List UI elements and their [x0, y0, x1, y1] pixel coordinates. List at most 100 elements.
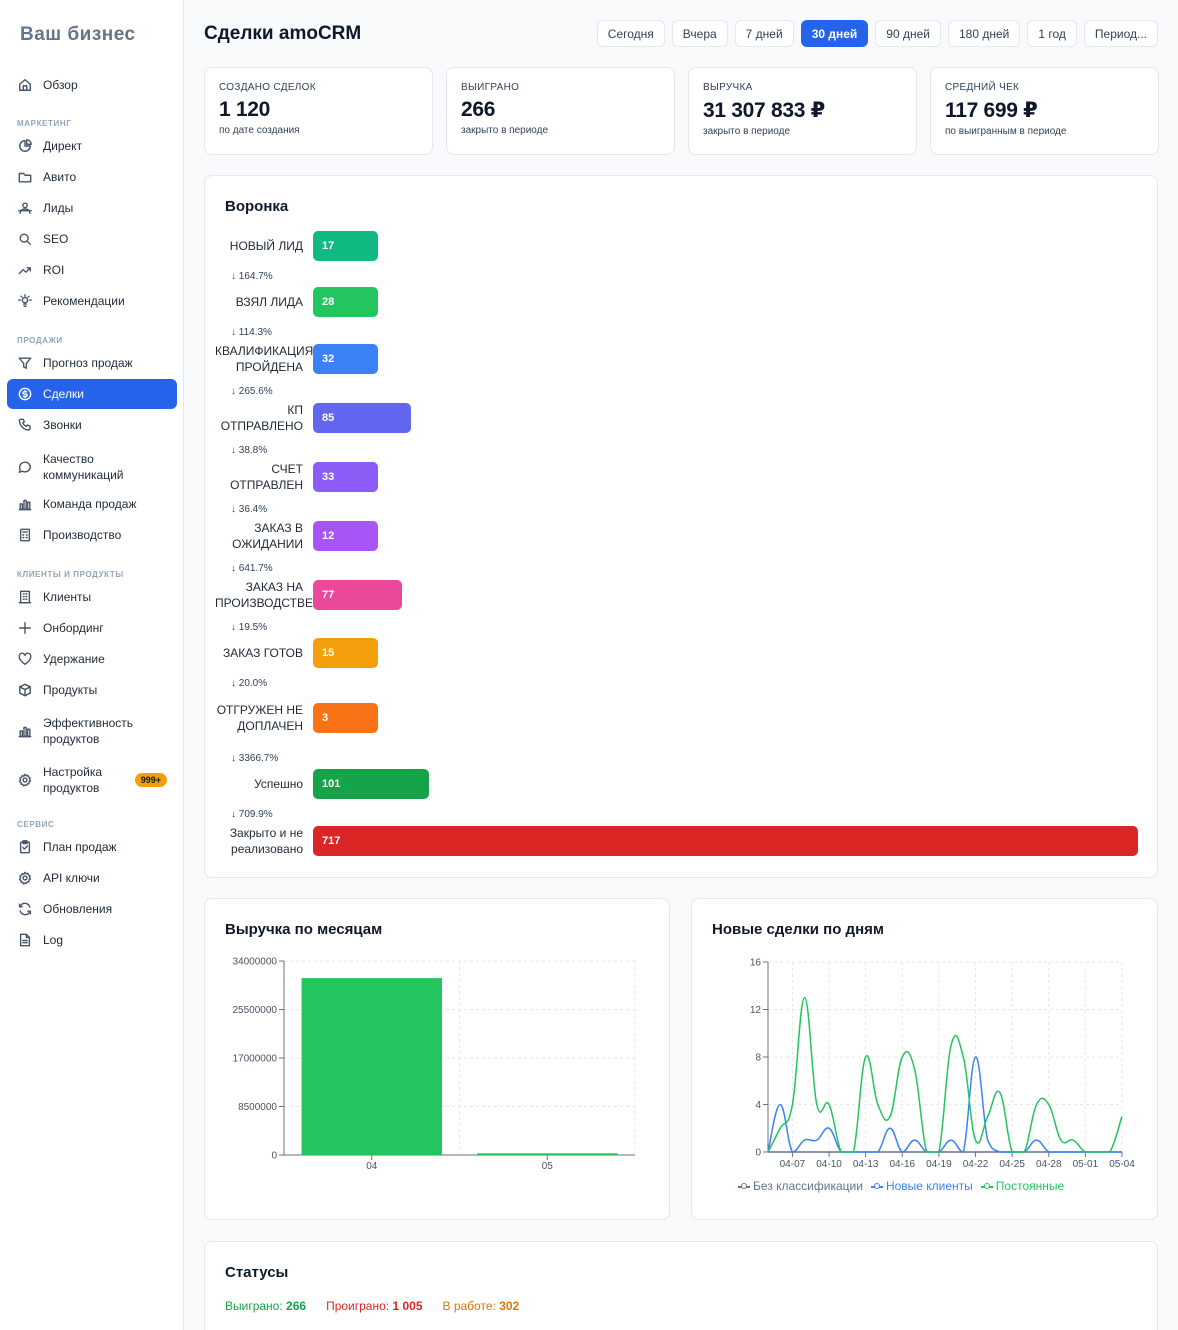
- kpi-value: 1 120: [219, 98, 271, 121]
- sidebar-item[interactable]: Директ: [7, 131, 177, 161]
- funnel-bar[interactable]: 33: [313, 462, 378, 492]
- sidebar-item[interactable]: Онбординг: [7, 613, 177, 643]
- sidebar-item[interactable]: SEO: [7, 224, 177, 254]
- sidebar-item[interactable]: Обновления: [7, 894, 177, 924]
- funnel-conversion-rate: ↓ 114.3%: [231, 327, 272, 338]
- sidebar-item[interactable]: Команда продаж: [7, 489, 177, 519]
- sidebar-item[interactable]: API ключи: [7, 863, 177, 893]
- search-icon: [18, 232, 32, 246]
- funnel-bar[interactable]: 101: [313, 769, 430, 799]
- file-icon: [18, 933, 32, 947]
- sidebar-item-label: SEO: [43, 232, 69, 246]
- chat-bubble-icon: [18, 460, 32, 474]
- funnel-bar-value: 3: [322, 712, 329, 724]
- bar-chart-icon: [18, 497, 32, 511]
- sidebar-item[interactable]: Сделки: [7, 379, 177, 409]
- pie-chart-icon: [18, 139, 32, 153]
- sidebar-item[interactable]: Производство: [7, 520, 177, 550]
- funnel-conversion-rate: ↓ 36.4%: [231, 504, 268, 515]
- period-button[interactable]: 7 дней: [734, 20, 794, 47]
- chart-legend: Без классификации Новые клиенты Постоянные: [738, 1179, 1064, 1193]
- funnel-stage-label: ЗАКАЗ ГОТОВ: [223, 646, 303, 660]
- dollar-circle-icon: [18, 387, 32, 401]
- sidebar-item[interactable]: Рекомендации: [7, 286, 177, 316]
- sidebar-item-label: Обзор: [43, 78, 78, 92]
- filter-icon: [18, 356, 32, 370]
- funnel-conversion-rate: ↓ 20.0%: [231, 678, 268, 689]
- sidebar-item-label: Команда продаж: [43, 497, 137, 511]
- brand-logo[interactable]: Ваш бизнес: [20, 24, 136, 45]
- sidebar-item-label: Прогноз продаж: [43, 356, 133, 370]
- funnel-bar[interactable]: 12: [313, 521, 378, 551]
- series-line: [767, 996, 1123, 1153]
- kpi-label: Создано сделок: [219, 82, 316, 93]
- funnel-bar[interactable]: 77: [313, 580, 402, 610]
- funnel-stage-label: ОТГРУЖЕН НЕ ДОПЛАЧЕН: [216, 703, 303, 733]
- funnel-bar-value: 32: [322, 353, 335, 365]
- deals-chart-title: Новые сделки по дням: [712, 921, 884, 938]
- sidebar-item[interactable]: ROI: [7, 255, 177, 285]
- sidebar-item[interactable]: Прогноз продаж: [7, 348, 177, 378]
- page-title: Сделки amoCRM: [204, 23, 362, 44]
- funnel-bar-value: 717: [322, 835, 341, 847]
- sidebar-item[interactable]: Настройка продуктов 999+: [7, 761, 177, 799]
- legend-item[interactable]: Постоянные: [980, 1179, 1064, 1193]
- funnel-bar[interactable]: 28: [313, 287, 378, 317]
- status-label: Проиграно:: [326, 1299, 390, 1313]
- y-tick-label: 25500000: [233, 1005, 278, 1016]
- sidebar-section-label: СЕРВИС: [17, 820, 55, 829]
- sidebar-item-label: Звонки: [43, 418, 82, 432]
- box-icon: [18, 683, 32, 697]
- revenue-bar-chart: 0 8500000 17000000 25500000 34000000 04 05: [233, 957, 636, 1172]
- deals-chart-card: Новые сделки по дням 0 4 8 12 16 04-07 04-10 04…: [691, 898, 1158, 1220]
- users-icon: [18, 201, 32, 215]
- sidebar-item[interactable]: Лиды: [7, 193, 177, 223]
- y-tick-label: 17000000: [233, 1054, 278, 1065]
- sidebar-item[interactable]: Качество коммуникаций: [7, 448, 177, 486]
- sidebar-item[interactable]: Продукты: [7, 675, 177, 705]
- sidebar-item[interactable]: Обзор: [7, 70, 177, 100]
- funnel-bar-value: 85: [322, 412, 335, 424]
- status-item: В работе: 302: [443, 1299, 520, 1313]
- x-tick-label: 04-22: [963, 1159, 989, 1170]
- period-button[interactable]: Вчера: [671, 20, 728, 47]
- y-tick-label: 4: [755, 1100, 761, 1111]
- period-button[interactable]: Сегодня: [596, 20, 665, 47]
- funnel-conversion-rate: ↓ 709.9%: [231, 809, 273, 820]
- funnel-stage-label: Успешно: [254, 777, 303, 791]
- period-selector: Сегодня Вчера 7 дней 30 дней 90 дней 180 дней…: [596, 20, 1158, 47]
- funnel-bar[interactable]: 717: [313, 826, 1138, 856]
- sidebar-item-label: Клиенты: [43, 590, 92, 604]
- legend-item[interactable]: Без классификации: [738, 1179, 863, 1193]
- lightbulb-icon: [18, 294, 32, 308]
- series-line: [767, 1056, 1122, 1153]
- funnel-bar-value: 101: [322, 778, 341, 790]
- funnel-bar[interactable]: 15: [313, 638, 378, 668]
- funnel-bar[interactable]: 3: [313, 703, 378, 733]
- sidebar-item[interactable]: Звонки: [7, 410, 177, 440]
- funnel-conversion-rate: ↓ 641.7%: [231, 563, 273, 574]
- funnel-bar[interactable]: 32: [313, 344, 378, 374]
- sidebar-item[interactable]: Клиенты: [7, 582, 177, 612]
- period-button[interactable]: 30 дней: [800, 20, 869, 47]
- sidebar-item[interactable]: План продаж: [7, 832, 177, 862]
- funnel-bar[interactable]: 85: [313, 403, 411, 433]
- status-summary: Выиграно: 266 Проиграно: 1 005 В работе: 3…: [225, 1299, 519, 1313]
- kpi-card: Выиграно 266 закрыто в периоде: [446, 67, 675, 155]
- period-button[interactable]: 180 дней: [947, 20, 1021, 47]
- sidebar-item[interactable]: Log: [7, 925, 177, 955]
- legend-item[interactable]: Новые клиенты: [870, 1179, 973, 1193]
- y-tick-label: 12: [750, 1005, 762, 1016]
- sidebar-item[interactable]: Авито: [7, 162, 177, 192]
- sidebar-item-label: Рекомендации: [43, 294, 125, 308]
- sidebar-item[interactable]: Эффективность продуктов: [7, 712, 177, 750]
- funnel-stage-label: КВАЛИФИКАЦИЯ ПРОЙДЕНА: [215, 344, 314, 374]
- status-label: В работе:: [442, 1299, 496, 1313]
- sidebar-item[interactable]: Удержание: [7, 644, 177, 674]
- period-button[interactable]: 90 дней: [875, 20, 941, 47]
- clipboard-icon: [18, 840, 32, 854]
- period-button[interactable]: Период...: [1083, 20, 1158, 47]
- funnel-bar[interactable]: 17: [313, 231, 378, 261]
- period-button[interactable]: 1 год: [1027, 20, 1077, 47]
- sidebar-item-label: Продукты: [43, 683, 98, 697]
